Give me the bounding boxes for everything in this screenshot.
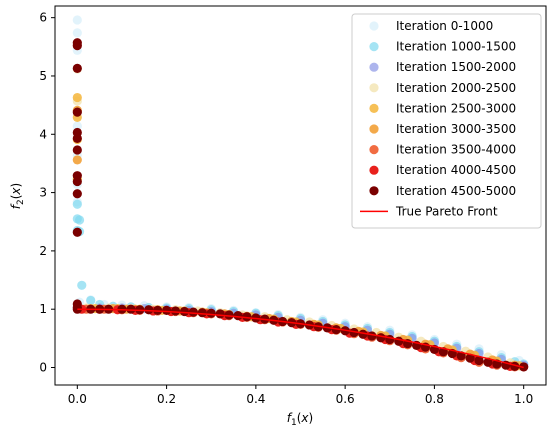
legend-marker	[369, 21, 379, 31]
legend-entry-iteration-3500-4000: Iteration 3500-4000	[369, 143, 516, 157]
point-iteration-4500-5000	[483, 357, 493, 367]
y-tick-label: 4	[39, 127, 47, 141]
y-tick-label: 1	[39, 302, 47, 316]
point-iteration-0-1000	[72, 121, 82, 131]
point-iteration-4500-5000	[72, 133, 82, 143]
y-tick-label: 3	[39, 186, 47, 200]
y-tick-label: 0	[39, 361, 47, 375]
x-tick-label: 0.4	[246, 392, 265, 406]
point-iteration-4500-5000	[126, 304, 136, 314]
x-tick-label: 0.0	[68, 392, 87, 406]
point-iteration-4500-5000	[144, 305, 154, 315]
point-iteration-4500-5000	[153, 305, 163, 315]
x-tick-label: 0.2	[157, 392, 176, 406]
x-tick-label: 0.6	[336, 392, 355, 406]
point-iteration-4500-5000	[385, 334, 395, 345]
legend-marker	[369, 103, 379, 113]
legend-marker	[369, 124, 379, 134]
point-iteration-1000-1500	[77, 280, 87, 290]
legend-entry-iteration-2000-2500: Iteration 2000-2500	[369, 81, 516, 95]
point-iteration-0-1000	[72, 28, 82, 38]
legend-entry-iteration-2500-3000: Iteration 2500-3000	[369, 101, 516, 115]
point-iteration-1000-1500	[72, 199, 82, 209]
point-iteration-0-1000	[72, 15, 82, 25]
point-iteration-4500-5000	[349, 327, 359, 338]
point-iteration-1000-1500	[86, 295, 96, 306]
point-iteration-4500-5000	[72, 176, 82, 187]
y-axis: 0 1 2 3 4 5 6	[39, 11, 55, 375]
y-axis-label: f2(x)	[9, 183, 26, 209]
point-iteration-4500-5000	[72, 145, 82, 155]
point-iteration-4500-5000	[367, 331, 377, 341]
point-iteration-4500-5000	[233, 311, 243, 321]
point-iteration-4500-5000	[161, 305, 172, 315]
legend-entry-iteration-4500-5000: Iteration 4500-5000	[369, 184, 516, 198]
point-iteration-1000-1500	[74, 215, 85, 225]
point-iteration-4500-5000	[197, 308, 207, 318]
legend-label: Iteration 0-1000	[396, 19, 493, 33]
legend-label: Iteration 4000-4500	[396, 163, 516, 177]
point-iteration-4500-5000	[376, 333, 386, 343]
point-iteration-4500-5000	[224, 310, 234, 320]
y-tick-label: 6	[39, 11, 47, 25]
x-tick-label: 1.0	[514, 392, 533, 406]
point-iteration-4500-5000	[188, 307, 198, 317]
legend-entry-true-pareto-front: True Pareto Front	[360, 204, 498, 218]
legend: Iteration 0-1000 Iteration 1000-1500 Itera…	[351, 13, 542, 229]
data-layer	[72, 15, 529, 372]
point-iteration-4500-5000	[72, 189, 82, 199]
legend-marker	[369, 42, 379, 52]
legend-entry-iteration-4000-4500: Iteration 4000-4500	[369, 163, 516, 177]
legend-entry-iteration-1000-1500: Iteration 1000-1500	[369, 40, 516, 54]
legend-label: Iteration 1500-2000	[396, 60, 516, 74]
legend-label: Iteration 3500-4000	[396, 143, 516, 157]
legend-label: Iteration 1000-1500	[396, 40, 516, 54]
point-iteration-4500-5000	[170, 306, 181, 316]
point-iteration-4500-5000	[215, 309, 225, 319]
point-iteration-4500-5000	[474, 355, 484, 366]
legend-box	[351, 13, 542, 229]
legend-marker	[369, 145, 379, 155]
legend-label: Iteration 3000-3500	[396, 122, 516, 136]
line-true-pareto-front	[77, 308, 524, 369]
point-iteration-3000-3500	[72, 155, 82, 165]
y-tick-label: 2	[39, 244, 47, 258]
legend-label: Iteration 2500-3000	[396, 101, 516, 115]
x-axis-label: f1(x)	[287, 411, 313, 428]
point-iteration-4500-5000	[206, 308, 216, 318]
legend-label: True Pareto Front	[395, 204, 498, 218]
plot-frame	[54, 5, 547, 386]
y-tick-label: 5	[39, 69, 47, 83]
legend-marker	[369, 186, 379, 196]
x-tick-label: 0.8	[425, 392, 444, 406]
legend-label: Iteration 2000-2500	[396, 81, 516, 95]
legend-label: Iteration 4500-5000	[396, 184, 516, 198]
x-axis: 0.0 0.2 0.4 0.6 0.8 1.0	[68, 385, 533, 406]
legend-entry-iteration-1500-2000: Iteration 1500-2000	[369, 60, 516, 74]
point-iteration-4500-5000	[72, 41, 82, 51]
legend-marker	[369, 83, 379, 93]
point-iteration-4500-5000	[72, 107, 82, 117]
point-iteration-4500-5000	[72, 63, 82, 73]
legend-marker	[369, 165, 379, 175]
point-iteration-4500-5000	[394, 336, 404, 346]
point-iteration-2500-3000	[72, 92, 82, 103]
point-iteration-4500-5000	[72, 227, 82, 237]
legend-marker	[369, 62, 379, 72]
point-iteration-4500-5000	[465, 353, 475, 363]
legend-entry-iteration-0-1000: Iteration 0-1000	[369, 19, 493, 33]
point-iteration-4500-5000	[242, 312, 252, 322]
legend-entry-iteration-3000-3500: Iteration 3000-3500	[369, 122, 516, 136]
point-iteration-4500-5000	[179, 306, 190, 317]
